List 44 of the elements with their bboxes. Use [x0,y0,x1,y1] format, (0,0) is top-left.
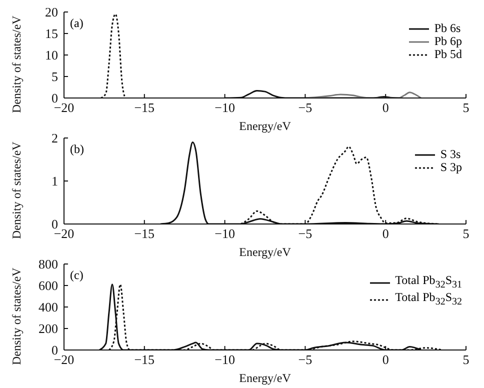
y-tick-label: 600 [38,278,58,294]
y-axis-title: Density of states/eV [9,267,24,365]
legend-label: Total Pb$_{32}$S$_{31}$ [395,273,462,292]
x-axis-title: Energy/eV [239,119,292,133]
y-tick-label: 0 [52,216,58,232]
x-tick-label: 5 [462,226,470,242]
x-tick-label: −5 [298,100,312,116]
chart-title: (a) [70,16,84,31]
x-tick-label: −5 [298,352,312,368]
x-tick-label: 0 [382,226,389,242]
y-tick-label: 400 [38,300,58,315]
legend-label: Total Pb$_{32}$S$_{32}$ [395,290,462,309]
y-axis-title: Density of states/eV [9,15,24,113]
legend-label: Pb 6s [434,21,461,35]
x-axis-title: Energy/eV [239,371,292,385]
chart-title: (c) [70,268,84,283]
x-tick-label: −10 [214,100,235,116]
x-tick-label: 0 [382,100,389,116]
y-tick-label: 0 [52,90,58,106]
x-tick-label: 5 [462,352,470,368]
legend-label: Pb 6p [434,34,462,48]
y-tick-label: 20 [45,4,58,20]
y-tick-label: 5 [52,69,58,84]
y-tick-label: 15 [45,26,58,42]
y-axis-title: Density of states/eV [9,141,24,239]
y-tick-label: 200 [38,321,58,336]
x-tick-label: 5 [462,100,470,116]
x-tick-label: −10 [214,226,235,242]
legend-label: S 3s [440,147,461,161]
legend-label: Pb 5d [434,47,462,61]
legend-label: S 3p [440,160,462,174]
y-tick-label: 2 [52,130,58,146]
y-tick-label: 800 [38,256,58,272]
y-tick-label: 1 [52,174,58,189]
chart-title: (b) [70,142,84,157]
x-tick-label: −10 [214,352,235,368]
x-axis-title: Energy/eV [239,245,292,259]
x-tick-label: −5 [298,226,312,242]
x-tick-label: −15 [134,352,155,368]
y-tick-label: 0 [52,342,58,358]
x-tick-label: 0 [382,352,389,368]
x-tick-label: −15 [134,226,155,242]
x-tick-label: −15 [134,100,155,116]
y-tick-label: 10 [45,48,58,63]
